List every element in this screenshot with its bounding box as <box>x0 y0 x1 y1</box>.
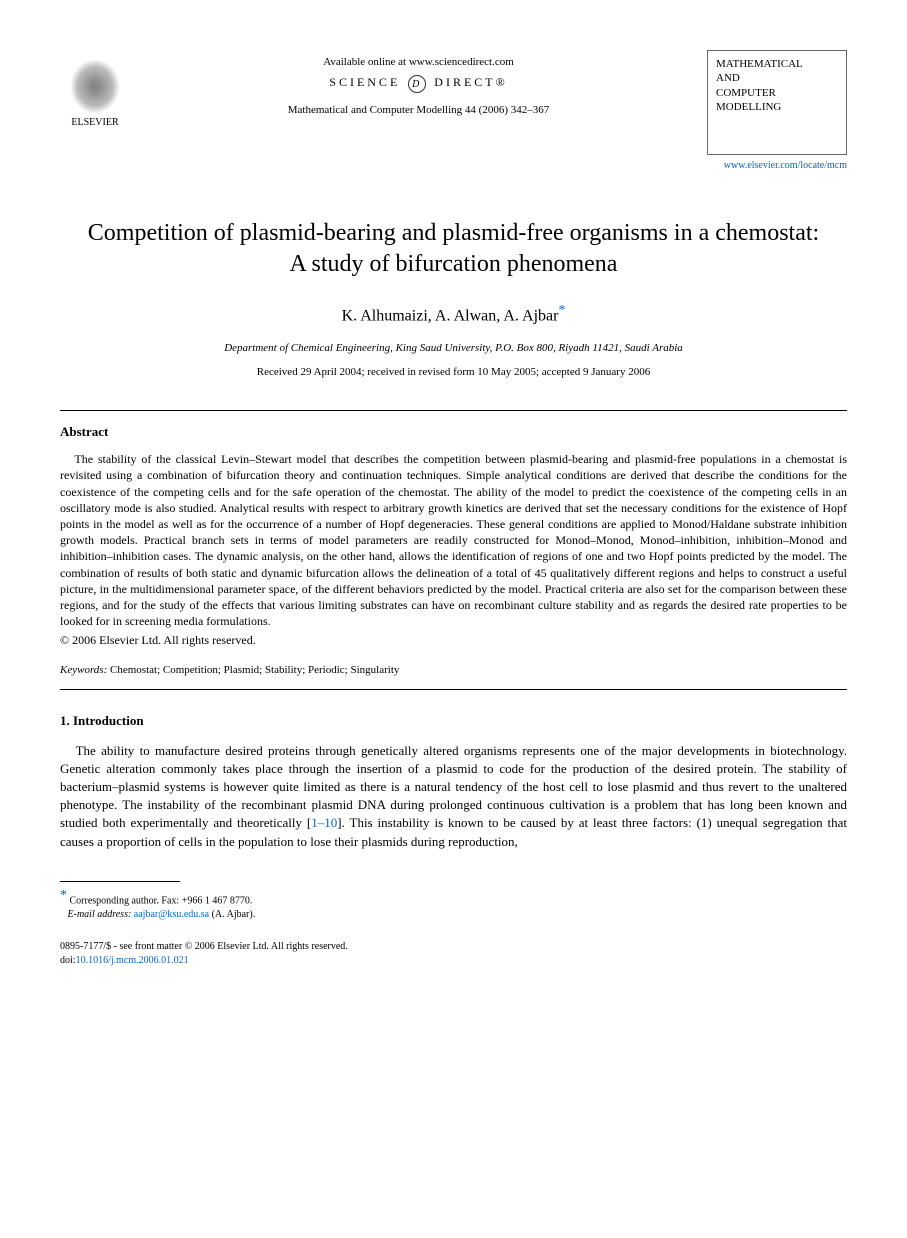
journal-title-box: MATHEMATICAL AND COMPUTER MODELLING <box>707 50 847 155</box>
email-label: E-mail address: <box>68 909 132 920</box>
sd-d-icon: d <box>408 75 426 93</box>
affiliation: Department of Chemical Engineering, King… <box>60 341 847 356</box>
email-author: (A. Ajbar). <box>209 909 255 920</box>
corresponding-mark[interactable]: * <box>558 303 565 318</box>
journal-box-line: MODELLING <box>716 100 838 114</box>
keywords-label: Keywords: <box>60 664 107 676</box>
doi-line: doi:10.1016/j.mcm.2006.01.021 <box>60 954 847 968</box>
copyright-line: © 2006 Elsevier Ltd. All rights reserved… <box>60 632 847 649</box>
keywords-text: Chemostat; Competition; Plasmid; Stabili… <box>107 664 399 676</box>
section-heading-introduction: 1. Introduction <box>60 712 847 730</box>
divider-rule <box>60 410 847 411</box>
article-title: Competition of plasmid-bearing and plasm… <box>80 218 827 280</box>
center-header: Available online at www.sciencedirect.co… <box>130 50 707 118</box>
journal-url-link[interactable]: www.elsevier.com/locate/mcm <box>707 159 847 173</box>
journal-reference: Mathematical and Computer Modelling 44 (… <box>130 103 707 118</box>
authors-names: K. Alhumaizi, A. Alwan, A. Ajbar <box>342 307 559 324</box>
footnote-corr-text: Corresponding author. Fax: +966 1 467 87… <box>70 895 253 906</box>
keywords-line: Keywords: Chemostat; Competition; Plasmi… <box>60 663 847 678</box>
doi-link[interactable]: 10.1016/j.mcm.2006.01.021 <box>76 955 189 966</box>
sd-left: SCIENCE <box>329 75 400 89</box>
publisher-name: ELSEVIER <box>71 116 118 130</box>
footnote-asterisk: * <box>60 888 67 903</box>
abstract-text: The stability of the classical Levin–Ste… <box>60 451 847 629</box>
footnote-rule <box>60 881 180 882</box>
abstract-heading: Abstract <box>60 423 847 441</box>
available-online-text: Available online at www.sciencedirect.co… <box>130 55 707 70</box>
journal-box-wrapper: MATHEMATICAL AND COMPUTER MODELLING www.… <box>707 50 847 173</box>
corresponding-footnote: * Corresponding author. Fax: +966 1 467 … <box>60 886 847 922</box>
science-direct-logo: SCIENCE d DIRECT® <box>130 74 707 92</box>
email-link[interactable]: aajbar@ksu.edu.sa <box>134 909 209 920</box>
authors-line: K. Alhumaizi, A. Alwan, A. Ajbar* <box>60 301 847 328</box>
article-dates: Received 29 April 2004; received in revi… <box>60 365 847 380</box>
intro-paragraph: The ability to manufacture desired prote… <box>60 742 847 851</box>
header-row: ELSEVIER Available online at www.science… <box>60 50 847 173</box>
publisher-logo: ELSEVIER <box>60 50 130 130</box>
journal-box-line: MATHEMATICAL <box>716 57 838 71</box>
sd-right: DIRECT® <box>434 75 507 89</box>
elsevier-tree-icon <box>70 59 120 114</box>
footer-info: 0895-7177/$ - see front matter © 2006 El… <box>60 940 847 968</box>
issn-line: 0895-7177/$ - see front matter © 2006 El… <box>60 940 847 954</box>
divider-rule <box>60 689 847 690</box>
citation-link[interactable]: 1–10 <box>311 815 337 830</box>
doi-label: doi: <box>60 955 76 966</box>
journal-box-line: AND <box>716 71 838 85</box>
journal-box-line: COMPUTER <box>716 86 838 100</box>
